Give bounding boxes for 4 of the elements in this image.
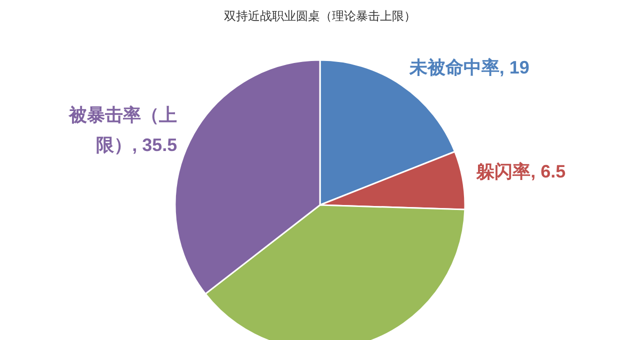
slice-label: 躲闪率, 6.5 bbox=[476, 162, 566, 182]
slice-label: 未被命中率, 19 bbox=[408, 57, 530, 78]
slice-label: 被暴击率（上限）, 35.5 bbox=[68, 105, 178, 156]
chart-title: 双持近战职业圆桌（理论暴击上限） bbox=[224, 9, 416, 23]
